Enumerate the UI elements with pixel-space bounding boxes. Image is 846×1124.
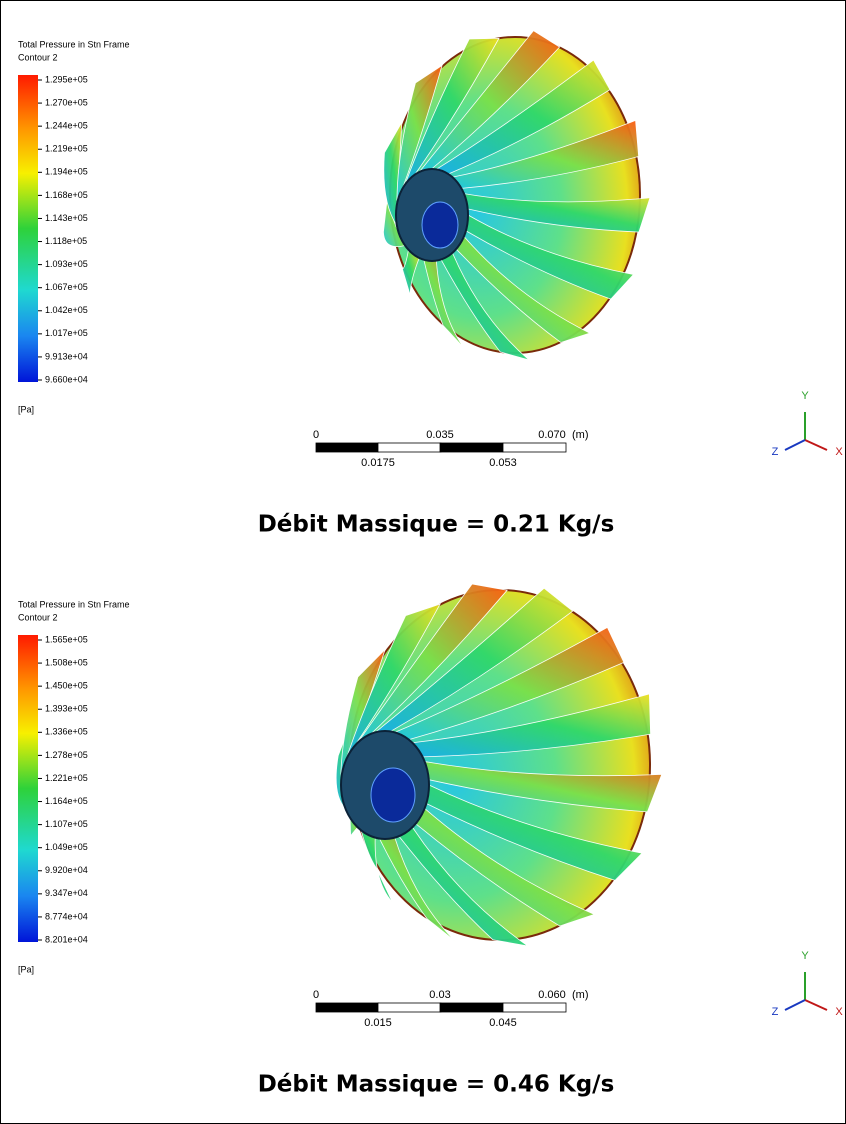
legend-label: 1.118e+05	[45, 236, 87, 246]
scale-bar-segment	[503, 1003, 566, 1012]
scale-label: 0	[313, 429, 319, 441]
legend-subtitle: Contour 2	[18, 52, 58, 62]
axis-label: Y	[801, 950, 809, 962]
legend-label: 9.347e+04	[45, 888, 88, 898]
panel: Total Pressure in Stn Frame Contour 2 1.29…	[18, 31, 843, 538]
axis-label: Z	[772, 1006, 779, 1018]
legend-label: 1.508e+05	[45, 657, 88, 667]
legend-label: 1.067e+05	[45, 282, 88, 292]
legend-label: 1.194e+05	[45, 167, 88, 177]
color-bar	[18, 75, 38, 382]
legend-unit: [Pa]	[18, 404, 34, 414]
scale-label: 0.045	[489, 1017, 517, 1029]
scale-bar-segment	[316, 443, 379, 452]
axis-x	[805, 440, 827, 450]
legend-label: 1.107e+05	[45, 819, 88, 829]
legend-label: 9.660e+04	[45, 374, 88, 384]
legend-label: 1.049e+05	[45, 842, 88, 852]
legend-label: 1.270e+05	[45, 97, 88, 107]
axis-label: X	[835, 1006, 843, 1018]
legend-label: 1.278e+05	[45, 750, 88, 760]
scale-label: 0.0175	[361, 457, 395, 469]
color-bar	[18, 635, 38, 942]
axis-x	[805, 1000, 827, 1010]
impeller-hub-core	[371, 768, 415, 822]
scale-label: 0	[313, 989, 319, 1001]
scale-label: 0.03	[429, 989, 450, 1001]
panel: Total Pressure in Stn Frame Contour 2 1.56…	[18, 584, 843, 1098]
impeller-hub-core	[422, 202, 458, 248]
scale-bar-segment	[316, 1003, 379, 1012]
legend-subtitle: Contour 2	[18, 612, 58, 622]
legend-label: 1.244e+05	[45, 121, 88, 131]
scale-label: 0.053	[489, 457, 517, 469]
scale-label: 0.070	[538, 429, 566, 441]
scale-label: 0.060	[538, 989, 566, 1001]
scale-bar-segment	[503, 443, 566, 452]
legend-label: 1.295e+05	[45, 74, 88, 84]
scale-bar-segment	[378, 1003, 441, 1012]
legend-label: 1.143e+05	[45, 213, 88, 223]
legend-label: 1.393e+05	[45, 704, 88, 714]
scale-bar-segment	[440, 1003, 503, 1012]
legend-label: 8.774e+04	[45, 911, 88, 921]
legend-label: 1.336e+05	[45, 727, 88, 737]
legend-label: 1.221e+05	[45, 773, 88, 783]
axis-z	[785, 440, 805, 450]
legend-label: 1.219e+05	[45, 144, 88, 154]
legend-label: 1.168e+05	[45, 190, 88, 200]
axis-label: Y	[801, 390, 809, 402]
axis-label: Z	[772, 446, 779, 458]
scale-unit: (m)	[572, 989, 589, 1001]
legend-label: 9.920e+04	[45, 865, 88, 875]
legend-label: 1.042e+05	[45, 305, 88, 315]
legend-label: 1.093e+05	[45, 259, 88, 269]
caption: Débit Massique = 0.21 Kg/s	[258, 512, 615, 538]
scale-bar-segment	[440, 443, 503, 452]
legend-label: 1.565e+05	[45, 634, 88, 644]
legend-label: 1.164e+05	[45, 796, 88, 806]
legend-label: 1.450e+05	[45, 681, 88, 691]
scale-label: 0.015	[364, 1017, 392, 1029]
legend-title: Total Pressure in Stn Frame	[18, 39, 130, 49]
caption: Débit Massique = 0.46 Kg/s	[258, 1072, 615, 1098]
legend-unit: [Pa]	[18, 964, 34, 974]
legend-label: 1.017e+05	[45, 328, 88, 338]
scale-bar-segment	[378, 443, 441, 452]
scale-label: 0.035	[426, 429, 454, 441]
axis-label: X	[835, 446, 843, 458]
figure: Total Pressure in Stn Frame Contour 2 1.29…	[0, 0, 846, 1124]
legend-label: 8.201e+04	[45, 934, 88, 944]
legend-title: Total Pressure in Stn Frame	[18, 599, 130, 609]
legend-label: 9.913e+04	[45, 351, 88, 361]
axis-z	[785, 1000, 805, 1010]
scale-unit: (m)	[572, 429, 589, 441]
